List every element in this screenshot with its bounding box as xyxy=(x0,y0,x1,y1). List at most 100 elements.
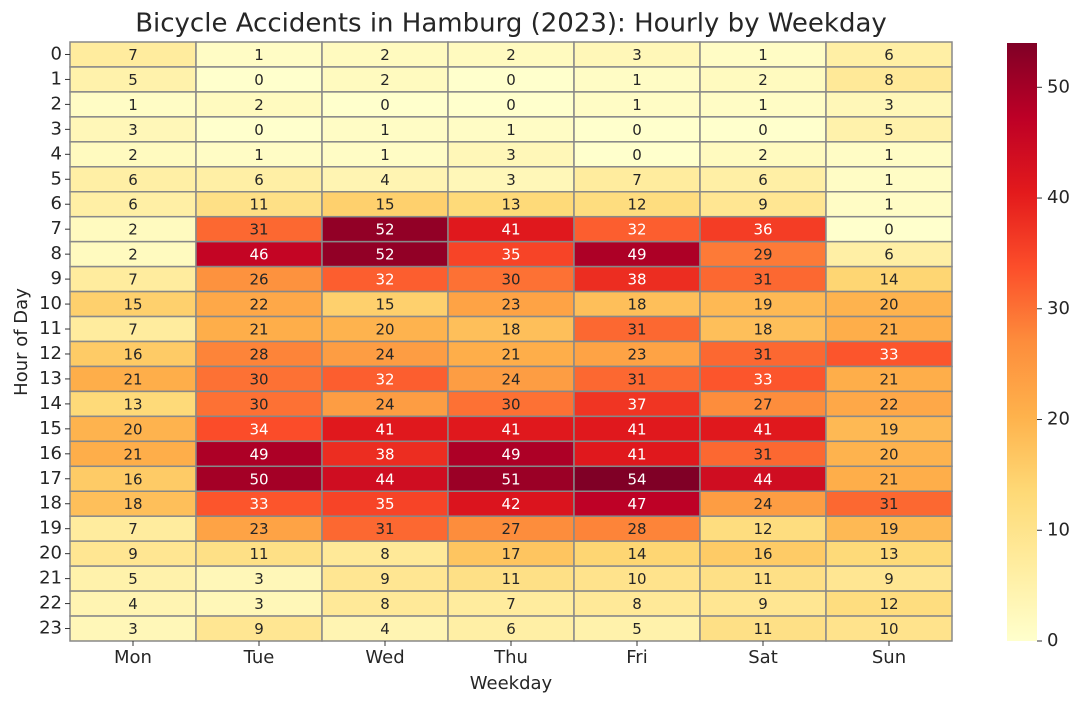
heatmap-cell xyxy=(573,490,701,517)
cell-label: 47 xyxy=(627,495,646,513)
cell-label: 8 xyxy=(884,71,894,89)
heatmap-cell xyxy=(699,490,827,517)
cell-label: 21 xyxy=(123,370,142,388)
cell-label: 5 xyxy=(128,570,138,588)
heatmap-cell xyxy=(321,490,449,517)
y-tick-label: 10 xyxy=(39,293,62,314)
cell-label: 35 xyxy=(501,246,520,264)
heatmap-cell xyxy=(321,191,449,218)
heatmap-cell xyxy=(447,440,575,468)
cell-label: 41 xyxy=(627,445,646,463)
cell-label: 9 xyxy=(380,570,390,588)
cell-label: 38 xyxy=(375,445,394,463)
heatmap-cell xyxy=(699,91,827,118)
colorbar-tick-label: 10 xyxy=(1047,519,1070,540)
cell-label: 41 xyxy=(501,221,520,239)
cell-label: 20 xyxy=(879,296,898,314)
cell-label: 5 xyxy=(128,71,138,89)
cell-label: 21 xyxy=(879,370,898,388)
heatmap-cell xyxy=(195,215,323,243)
y-tick-label: 15 xyxy=(39,418,62,439)
cell-label: 3 xyxy=(128,620,138,638)
y-tick-label: 8 xyxy=(51,243,62,264)
cell-label: 21 xyxy=(879,321,898,339)
heatmap-cell xyxy=(195,465,323,492)
heatmap-cell xyxy=(321,91,449,118)
cell-label: 14 xyxy=(627,545,646,563)
cell-label: 9 xyxy=(884,570,894,588)
cell-label: 54 xyxy=(627,470,646,488)
cell-label: 4 xyxy=(380,620,390,638)
cell-label: 30 xyxy=(501,271,520,289)
cell-label: 7 xyxy=(506,595,516,613)
cell-label: 3 xyxy=(884,96,894,114)
cell-label: 0 xyxy=(632,121,642,139)
heatmap-cell xyxy=(69,615,197,642)
cell-label: 1 xyxy=(758,46,768,64)
heatmap-cell xyxy=(195,91,323,118)
cell-label: 34 xyxy=(249,420,268,438)
y-axis-label: Hour of Day xyxy=(11,288,32,396)
cell-label: 0 xyxy=(380,96,390,114)
cell-label: 1 xyxy=(884,146,894,164)
cell-label: 30 xyxy=(249,395,268,413)
cell-label: 1 xyxy=(884,196,894,214)
y-tick-label: 23 xyxy=(39,618,62,639)
cell-label: 33 xyxy=(879,345,898,363)
cell-label: 51 xyxy=(501,470,520,488)
heatmap-cell xyxy=(825,490,953,517)
heatmap-cell xyxy=(699,590,827,617)
colorbar-tick-label: 0 xyxy=(1047,630,1058,651)
heatmap-cell xyxy=(573,340,701,368)
cell-label: 23 xyxy=(627,345,646,363)
y-tick-label: 20 xyxy=(39,543,62,564)
cell-label: 24 xyxy=(753,495,772,513)
cell-label: 50 xyxy=(249,470,268,488)
cell-label: 4 xyxy=(380,171,390,189)
y-tick-label: 9 xyxy=(51,268,62,289)
cell-label: 7 xyxy=(128,46,138,64)
cell-label: 0 xyxy=(884,221,894,239)
heatmap-cell xyxy=(699,265,827,293)
cell-label: 13 xyxy=(879,545,898,563)
cell-label: 36 xyxy=(753,221,772,239)
cell-label: 1 xyxy=(128,96,138,114)
cell-label: 8 xyxy=(632,595,642,613)
colorbar-tick-label: 50 xyxy=(1047,76,1070,97)
cell-label: 1 xyxy=(884,171,894,189)
cell-label: 15 xyxy=(123,296,142,314)
heatmap-cell xyxy=(825,540,953,567)
y-tick-label: 4 xyxy=(51,143,62,164)
heatmap-cell xyxy=(321,66,449,93)
cell-label: 52 xyxy=(375,246,394,264)
y-tick-label: 0 xyxy=(51,43,62,64)
cell-label: 7 xyxy=(128,321,138,339)
cell-label: 26 xyxy=(249,271,268,289)
cell-label: 32 xyxy=(375,271,394,289)
cell-label: 46 xyxy=(249,246,268,264)
cell-label: 11 xyxy=(249,196,268,214)
cell-label: 6 xyxy=(506,620,516,638)
y-tick-label: 21 xyxy=(39,568,62,589)
heatmap-cell xyxy=(573,415,701,443)
cell-label: 13 xyxy=(123,395,142,413)
cell-label: 31 xyxy=(753,445,772,463)
cell-label: 30 xyxy=(249,370,268,388)
cell-label: 19 xyxy=(879,520,898,538)
cell-label: 1 xyxy=(758,96,768,114)
heatmap-cell xyxy=(825,615,953,642)
heatmap-cell xyxy=(825,440,953,468)
cell-label: 21 xyxy=(879,470,898,488)
heatmap-cell xyxy=(447,390,575,418)
cell-label: 18 xyxy=(123,495,142,513)
cell-label: 33 xyxy=(753,370,772,388)
cell-label: 19 xyxy=(753,296,772,314)
cell-label: 27 xyxy=(753,395,772,413)
y-tick-label: 6 xyxy=(51,193,62,214)
cell-label: 6 xyxy=(254,171,264,189)
heatmap-cell xyxy=(195,490,323,517)
cell-label: 18 xyxy=(501,321,520,339)
cell-label: 23 xyxy=(501,296,520,314)
cell-label: 9 xyxy=(758,595,768,613)
